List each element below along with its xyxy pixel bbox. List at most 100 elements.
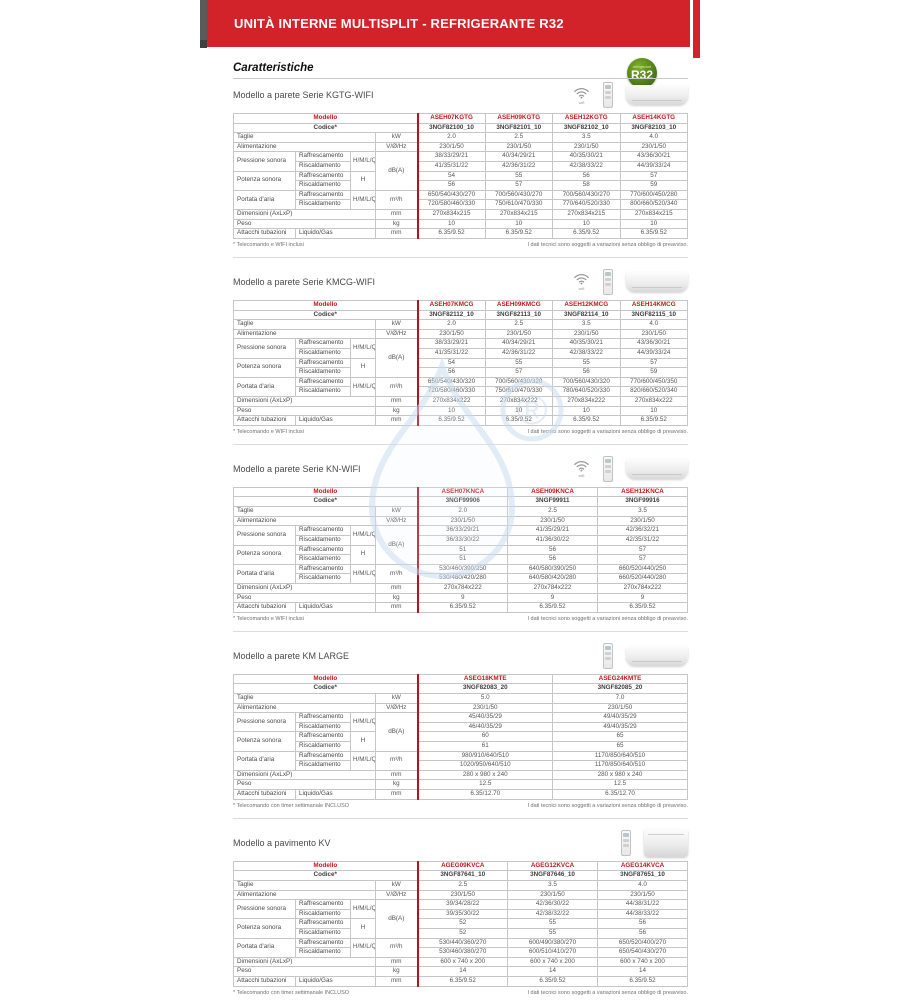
sub-riscaldamento: Riscaldamento: [295, 741, 351, 752]
cell-pressione_risc: 46/40/35/29: [416, 721, 554, 733]
cell-pressione_risc: 42/38/33/22: [552, 161, 621, 172]
row-label-attacchi: Attacchi tubazioni: [233, 602, 296, 613]
cell-attacchi: 6.35/9.52: [597, 602, 688, 613]
cell-taglie: 2.5: [484, 132, 554, 143]
sub-h: H: [350, 544, 376, 565]
cell-attacchi: 6.35/9.52: [619, 228, 688, 239]
unit-m3h: m³/h: [374, 376, 419, 398]
cell-portata_risc: 640/580/420/280: [507, 573, 599, 584]
cell-dimensioni: 280 x 980 x 240: [416, 769, 554, 781]
cell-pressione_raff: 49/40/35/29: [552, 712, 688, 723]
unit-kg: kg: [374, 779, 419, 791]
sub-raffrescamento: Raffrescamento: [295, 899, 351, 910]
cell-portata_risc: 530/460/420/280: [416, 573, 509, 584]
cell-pressione_risc: 36/33/30/22: [416, 534, 509, 546]
cell-potenza_risc: 52: [416, 927, 509, 939]
sub-riscaldamento: Riscaldamento: [295, 947, 351, 958]
sub-hmlq: H/M/L/Q: [350, 899, 376, 920]
cell-potenza_risc: 57: [484, 180, 554, 191]
cell-attacchi: 6.35/12.70: [552, 789, 688, 800]
cell-portata_raff: 650/540/430/270: [416, 189, 486, 201]
wifi-icon: wifi: [573, 272, 590, 291]
cell-potenza_raff: 60: [416, 731, 554, 743]
row-label-portata: Portata d'aria: [233, 563, 296, 584]
cell-taglie: 3.5: [552, 132, 621, 143]
product-section: Modello a parete KM LARGE Modello ASEG18KM…: [232, 630, 688, 809]
cell-dimensioni: 270x834x222: [619, 396, 688, 407]
cell-models: AGEG09KVCA: [416, 860, 509, 872]
cell-pressione_risc: 42/36/31/22: [484, 161, 554, 172]
cell-models: ASEG18KMTE: [416, 673, 554, 685]
section-title: Modello a parete Serie KN-WIFI: [233, 463, 361, 474]
sub-raffrescamento: Raffrescamento: [295, 338, 351, 349]
cell-pressione_raff: 40/35/30/21: [552, 151, 621, 163]
row-label-alimentazione: Alimentazione: [233, 889, 376, 901]
wifi-icon: wifi: [573, 86, 590, 105]
sub-liquido-gas: Liquido/Gas: [295, 415, 376, 426]
section-icons: [603, 642, 688, 669]
row-label-peso: Peso: [233, 779, 376, 791]
sub-hmlq: H/M/L/Q: [350, 151, 376, 172]
cell-pressione_risc: 41/35/31/22: [416, 161, 486, 172]
row-label-alimentazione: Alimentazione: [233, 328, 376, 340]
cell-dimensioni: 270x784x222: [507, 582, 599, 594]
cell-alimentazione: 230/1/50: [507, 515, 599, 527]
cell-potenza_raff: 55: [507, 918, 599, 929]
cell-potenza_risc: 51: [416, 554, 509, 565]
cell-codes: 3NGF99916: [597, 496, 688, 508]
remote-control-icon: [603, 455, 613, 482]
cell-taglie: 2.5: [484, 319, 554, 330]
cell-codes: 3NGF82113_10: [484, 309, 554, 321]
cell-pressione_raff: 38/33/29/21: [416, 338, 486, 349]
wall-unit-image: [626, 85, 688, 105]
content-column: Caratteristiche Modello a parete Serie K…: [232, 62, 688, 1003]
wifi-icon-label: wifi: [578, 99, 585, 105]
cell-dimensioni: 270x834x215: [552, 209, 621, 220]
cell-alimentazione: 230/1/50: [597, 515, 688, 527]
row-label-potenza: Potenza sonora: [233, 170, 296, 191]
cell-potenza_risc: 55: [507, 927, 599, 939]
sub-raffrescamento: Raffrescamento: [295, 918, 351, 929]
cell-pressione_raff: 39/34/28/22: [416, 899, 509, 910]
banner-title: UNITÀ INTERNE MULTISPLIT - REFRIGERANTE …: [234, 16, 564, 31]
cell-attacchi: 6.35/9.52: [484, 415, 554, 426]
cell-portata_risc: 820/660/520/340: [619, 386, 688, 397]
cell-potenza_risc: 59: [619, 180, 688, 191]
cell-portata_risc: 1170/850/640/510: [552, 760, 688, 771]
row-label-taglie: Taglie: [233, 506, 376, 517]
row-label-pressione: Pressione sonora: [233, 151, 296, 172]
unit-kw: kW: [374, 132, 419, 143]
cell-portata_risc: 780/640/520/330: [552, 386, 621, 397]
cell-pressione_raff: 40/34/29/21: [484, 151, 554, 163]
row-label-taglie: Taglie: [233, 879, 376, 891]
sub-hmlq: H/M/L/Q: [350, 376, 376, 398]
section-title: Modello a parete Serie KMCG-WIFI: [233, 276, 376, 287]
cell-peso: 10: [416, 218, 486, 230]
footnote-left: * Telecomando e WIFI inclusi: [233, 241, 304, 248]
sub-riscaldamento: Riscaldamento: [295, 180, 351, 191]
row-label-peso: Peso: [233, 405, 376, 417]
cell-potenza_risc: 56: [552, 367, 621, 378]
cell-taglie: 2.5: [416, 879, 509, 891]
section-title: Modello a parete KM LARGE: [233, 650, 350, 661]
product-section: Modello a parete Serie KMCG-WIFI wifi Mode…: [232, 256, 688, 435]
cell-alimentazione: 230/1/50: [552, 328, 621, 340]
wall-unit-image: [626, 645, 688, 666]
unit-mm: mm: [374, 396, 419, 407]
wifi-icon-label: wifi: [578, 286, 585, 292]
codice-header: Codice*: [232, 683, 419, 694]
cell-attacchi: 6.35/9.52: [507, 976, 599, 987]
cell-alimentazione: 230/1/50: [552, 702, 688, 714]
sub-raffrescamento: Raffrescamento: [295, 170, 351, 182]
cell-dimensioni: 600 x 740 x 200: [507, 956, 599, 968]
cell-dimensioni: 270x834x222: [484, 396, 554, 407]
cell-codes: 3NGF82115_10: [619, 309, 688, 321]
sub-riscaldamento: Riscaldamento: [295, 386, 351, 397]
unit-dba: dB(A): [374, 899, 419, 939]
cell-taglie: 4.0: [619, 132, 688, 143]
sub-riscaldamento: Riscaldamento: [295, 908, 351, 920]
cell-peso: 10: [484, 405, 554, 417]
cell-peso: 12.5: [552, 779, 688, 791]
cell-codes: 3NGF87641_10: [416, 870, 509, 881]
cell-pressione_raff: 36/33/29/21: [416, 525, 509, 536]
